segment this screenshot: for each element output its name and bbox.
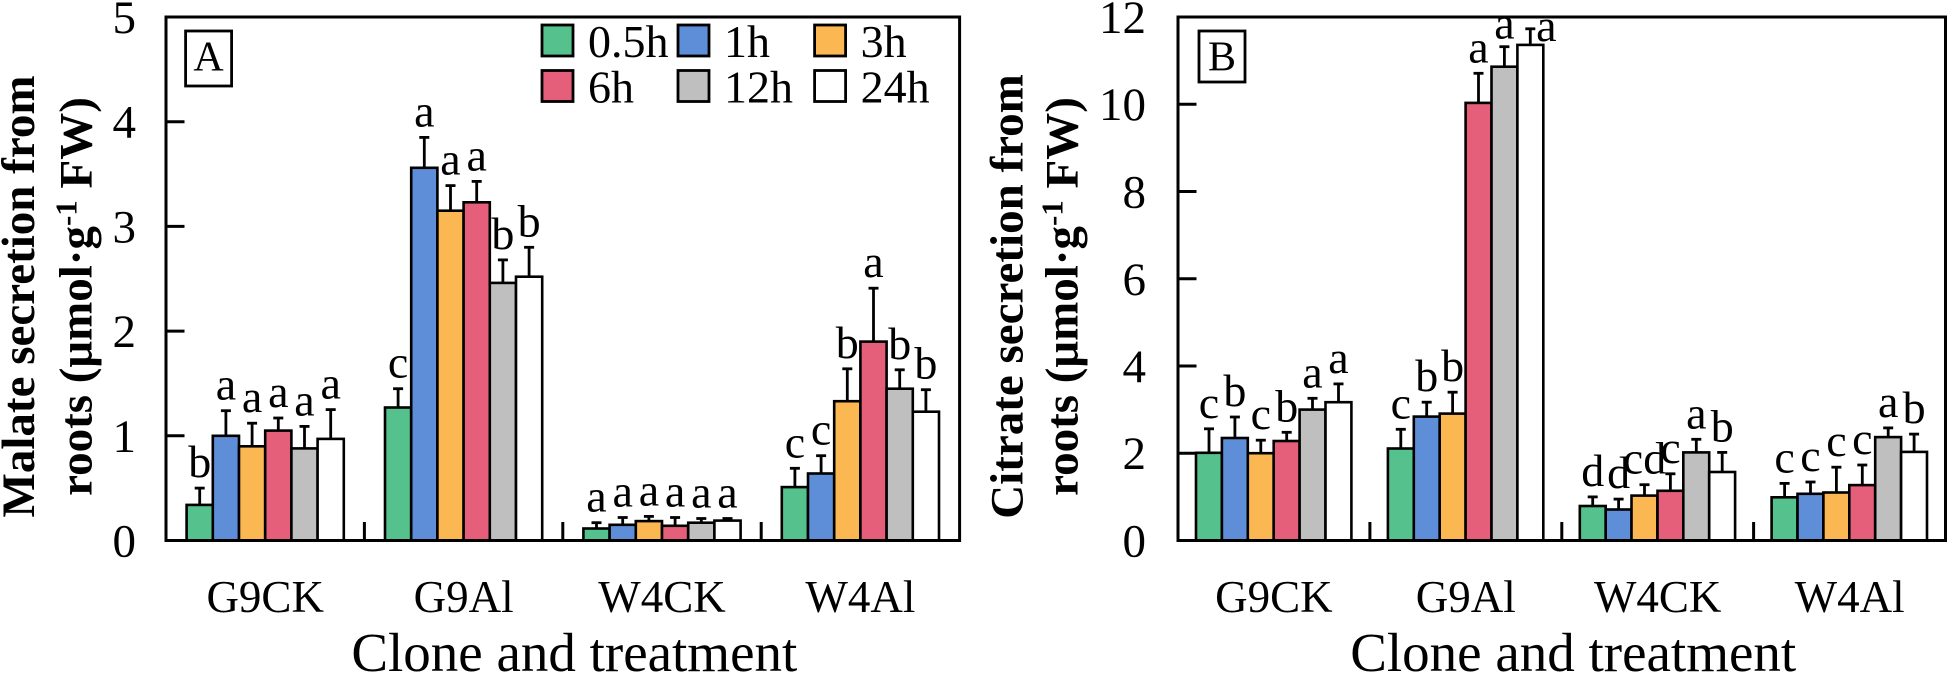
svg-text:12h: 12h xyxy=(724,62,793,113)
svg-text:1h: 1h xyxy=(724,16,770,67)
svg-text:6: 6 xyxy=(1123,254,1147,306)
svg-text:c: c xyxy=(785,416,805,467)
svg-text:c: c xyxy=(388,337,408,388)
svg-text:d: d xyxy=(1581,445,1604,496)
svg-text:8: 8 xyxy=(1123,167,1147,219)
svg-text:c: c xyxy=(1800,430,1820,481)
svg-text:2: 2 xyxy=(113,306,137,358)
svg-text:a: a xyxy=(1494,0,1514,49)
svg-text:a: a xyxy=(717,467,737,518)
svg-text:W4CK: W4CK xyxy=(1594,572,1722,622)
svg-text:d: d xyxy=(1607,447,1630,498)
svg-text:b: b xyxy=(518,195,541,246)
svg-text:b: b xyxy=(1415,350,1438,401)
svg-text:a: a xyxy=(294,374,314,425)
svg-text:0.5h: 0.5h xyxy=(588,16,669,67)
svg-text:a: a xyxy=(1686,387,1706,438)
svg-text:a: a xyxy=(1536,0,1556,51)
svg-text:G9Al: G9Al xyxy=(414,572,514,622)
svg-text:a: a xyxy=(1302,346,1322,397)
svg-text:c: c xyxy=(1391,377,1411,428)
svg-text:c: c xyxy=(811,404,831,455)
svg-text:1: 1 xyxy=(113,411,137,463)
svg-text:a: a xyxy=(440,134,460,185)
svg-text:3: 3 xyxy=(113,201,137,253)
svg-text:b: b xyxy=(914,338,937,389)
svg-text:4: 4 xyxy=(113,97,137,149)
svg-text:a: a xyxy=(466,129,486,180)
svg-text:G9Al: G9Al xyxy=(1416,572,1516,622)
svg-text:b: b xyxy=(1711,400,1734,451)
svg-text:c: c xyxy=(1251,388,1271,439)
svg-text:c: c xyxy=(1826,415,1846,466)
svg-text:Clone and treatment: Clone and treatment xyxy=(351,622,797,679)
svg-text:4: 4 xyxy=(1123,341,1147,393)
svg-text:W4Al: W4Al xyxy=(805,572,915,622)
svg-text:roots (μmol·g-1 FW): roots (μmol·g-1 FW) xyxy=(1035,97,1089,496)
svg-text:a: a xyxy=(639,464,659,515)
svg-text:12: 12 xyxy=(1099,0,1146,44)
svg-text:a: a xyxy=(691,467,711,518)
svg-text:10: 10 xyxy=(1099,79,1146,131)
svg-text:a: a xyxy=(612,466,632,517)
svg-text:G9CK: G9CK xyxy=(206,572,324,622)
svg-text:c: c xyxy=(1660,422,1680,473)
svg-text:c: c xyxy=(1199,377,1219,428)
svg-text:roots (μmol·g-1 FW): roots (μmol·g-1 FW) xyxy=(49,97,103,496)
svg-text:Clone and treatment: Clone and treatment xyxy=(1350,622,1796,679)
svg-text:cd: cd xyxy=(1623,433,1666,484)
svg-text:b: b xyxy=(1275,380,1298,431)
svg-text:Malate secretion from: Malate secretion from xyxy=(0,76,45,518)
svg-text:a: a xyxy=(665,466,685,517)
svg-text:a: a xyxy=(414,85,434,136)
svg-text:b: b xyxy=(1441,340,1464,391)
svg-text:a: a xyxy=(268,366,288,417)
svg-text:3h: 3h xyxy=(861,16,907,67)
svg-text:b: b xyxy=(1903,382,1926,433)
svg-text:W4CK: W4CK xyxy=(598,572,726,622)
svg-text:5: 5 xyxy=(113,0,137,44)
svg-text:b: b xyxy=(1223,365,1246,416)
svg-text:b: b xyxy=(836,317,859,368)
svg-text:b: b xyxy=(188,436,211,487)
svg-text:G9CK: G9CK xyxy=(1215,572,1333,622)
svg-text:A: A xyxy=(193,35,224,81)
svg-text:c: c xyxy=(1852,413,1872,464)
svg-text:b: b xyxy=(491,208,514,259)
svg-text:2: 2 xyxy=(1123,428,1147,480)
svg-text:a: a xyxy=(320,358,340,409)
svg-text:a: a xyxy=(216,359,236,410)
svg-text:B: B xyxy=(1208,35,1236,81)
svg-text:a: a xyxy=(586,471,606,522)
svg-text:0: 0 xyxy=(1123,516,1147,568)
svg-text:a: a xyxy=(1468,21,1488,72)
svg-text:a: a xyxy=(242,371,262,422)
svg-text:Citrate secretion from: Citrate secretion from xyxy=(982,74,1034,519)
svg-text:24h: 24h xyxy=(861,62,930,113)
svg-text:6h: 6h xyxy=(588,62,634,113)
svg-text:a: a xyxy=(1328,332,1348,383)
svg-text:c: c xyxy=(1774,431,1794,482)
svg-text:W4Al: W4Al xyxy=(1795,572,1905,622)
svg-text:0: 0 xyxy=(113,516,137,568)
svg-text:a: a xyxy=(1878,376,1898,427)
svg-text:a: a xyxy=(863,236,883,287)
svg-text:b: b xyxy=(888,318,911,369)
